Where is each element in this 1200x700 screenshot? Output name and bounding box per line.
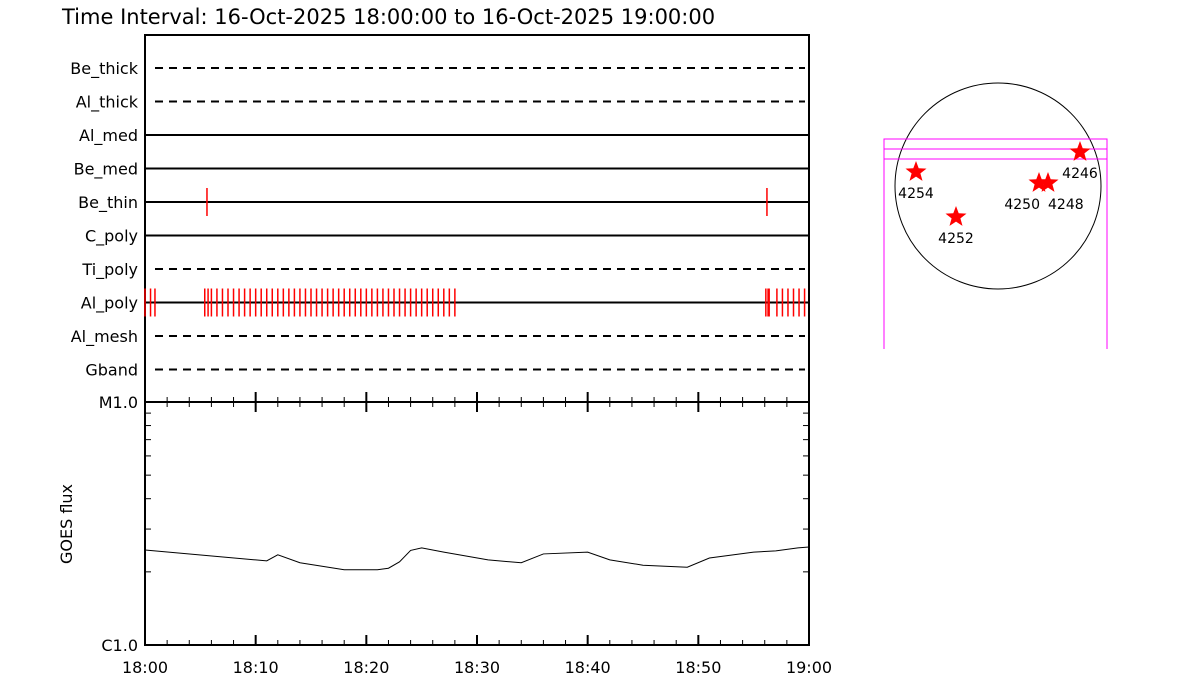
x-tick-label: 18:50 bbox=[675, 658, 721, 677]
sun-map: 4254 4252 4250 4248 4246 bbox=[883, 82, 1108, 349]
timeline-frame bbox=[144, 34, 810, 403]
x-tick-label: 19:00 bbox=[786, 658, 832, 677]
y-tick-label: C1.0 bbox=[101, 636, 138, 655]
active-region-label: 4252 bbox=[938, 231, 974, 247]
row-label-Gband: Gband bbox=[85, 361, 138, 380]
x-tick-label: 18:00 bbox=[122, 658, 168, 677]
row-label-C_poly: C_poly bbox=[85, 227, 138, 247]
active-region-label: 4250 bbox=[1004, 197, 1040, 213]
active-region-label: 4254 bbox=[898, 186, 934, 202]
row-label-Al_med: Al_med bbox=[79, 126, 138, 146]
fov-outline bbox=[883, 138, 1108, 349]
x-tick-label: 18:10 bbox=[233, 658, 279, 677]
solar-disk bbox=[894, 82, 1102, 290]
y-axis-label: GOES flux bbox=[57, 484, 76, 564]
active-region-star-icon bbox=[1037, 172, 1059, 192]
active-region-star-icon bbox=[945, 206, 967, 226]
x-tick-label: 18:20 bbox=[343, 658, 389, 677]
row-label-Be_med: Be_med bbox=[74, 160, 138, 180]
row-label-Al_poly: Al_poly bbox=[81, 294, 138, 314]
x-tick-label: 18:40 bbox=[565, 658, 611, 677]
x-tick-label: 18:30 bbox=[454, 658, 500, 677]
row-label-Ti_poly: Ti_poly bbox=[81, 260, 138, 280]
filter-timeline-panel: Be_thick Al_thick Al_med Be_med Be_thin C_pol… bbox=[70, 34, 810, 403]
row-label-Al_mesh: Al_mesh bbox=[71, 327, 138, 347]
goes-flux-line bbox=[144, 546, 810, 571]
active-region-label: 4246 bbox=[1062, 166, 1098, 182]
row-label-Be_thick: Be_thick bbox=[70, 59, 138, 79]
row-label-Al_thick: Al_thick bbox=[76, 93, 139, 113]
goes-frame bbox=[144, 401, 810, 646]
goes-panel: C1.0 M1.0 GOES flux 18:00 18:10 18:20 18:30 18:… bbox=[57, 392, 832, 677]
y-tick-label: M1.0 bbox=[99, 393, 138, 412]
active-region-star-icon bbox=[905, 161, 927, 181]
active-region-star-icon bbox=[1069, 141, 1091, 161]
active-region-label: 4248 bbox=[1048, 197, 1084, 213]
active-region-star-icon bbox=[1028, 172, 1050, 192]
plot-title: Time Interval: 16-Oct-2025 18:00:00 to 1… bbox=[61, 5, 715, 29]
row-label-Be_thin: Be_thin bbox=[78, 193, 138, 213]
